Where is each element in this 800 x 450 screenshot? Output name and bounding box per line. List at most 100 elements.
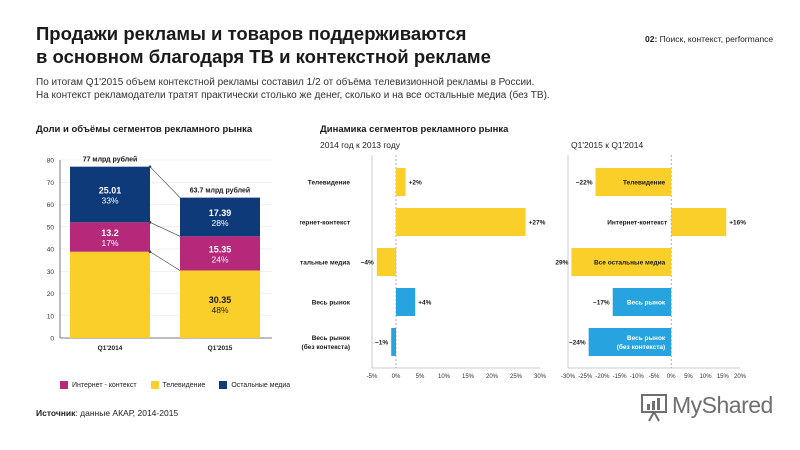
bar-pct-label-1-1: 24% [211,254,228,264]
bar-segment-1-2 [180,197,260,237]
legend-label-tv: Телевидение [162,381,206,389]
x-tick-label-7: 30% [534,374,547,380]
bar-segment-0-2 [70,166,150,223]
y-tick-label-4: 40 [47,247,55,254]
category-label-4-1: (без контекста) [617,343,665,351]
left-block-title: Доли и объёмы сегментов рекламного рынка [36,124,253,135]
x-category-label-1: Q1'2015 [208,345,233,352]
hbar-chart-2014: Телевидение +2% Интернет-контекст +27% Остал… [300,155,547,380]
value-label-4: −1% [375,340,388,347]
bar-pct-label-0-2: 33% [101,195,118,205]
hbar-3 [612,288,672,316]
legend-swatch-other [219,381,228,389]
legend-label-internet: Интернет - контекст [72,381,137,389]
presentation-icon [641,394,667,422]
y-tick-label-6: 60 [47,202,55,209]
hbar-chart-q1-2015: Телевидение −22% Интернет-контекст +16% Все … [555,155,747,380]
value-label-3: −17% [593,300,610,307]
watermark: MyShared [640,390,775,440]
y-tick-label-5: 50 [47,224,55,231]
x-tick-label-0: -30% [561,374,576,380]
page-title: Продажи рекламы и товаров поддерживаются… [36,22,576,68]
bar-value-label-1-2: 17.39 [209,208,232,218]
bar-pct-label-0-1: 17% [101,238,118,248]
panel-1-label: 2014 год к 2013 году [320,140,401,150]
x-tick-label-6: 0% [667,374,676,380]
category-label-0-0: Телевидение [623,180,666,187]
x-tick-label-4: 15% [462,374,475,380]
value-label-1: +27% [529,220,546,227]
legend-item-tv: Телевидение [150,381,206,389]
connector-line-1 [149,222,181,237]
y-tick-label-1: 10 [47,313,55,320]
chart-legend: Интернет - контекст Телевидение Остальны… [60,381,290,389]
connector-dot-2 [148,165,152,168]
category-label-4-0: Весь рынок [312,335,351,342]
hbar-2 [571,248,672,276]
subtitle: По итогам Q1'2015 объем контекстной рекл… [36,76,626,102]
legend-label-other: Остальные медиа [231,381,291,389]
title-line-2: в основном благодаря ТВ и контекстной ре… [36,46,491,67]
x-tick-label-3: 10% [438,374,451,380]
y-tick-label-3: 30 [47,269,55,276]
hbar-0 [396,168,406,196]
connector-line-0 [149,251,181,271]
value-label-0: +2% [409,180,422,187]
panel-2-label: Q1'2015 к Q1'2014 [571,140,644,150]
watermark-text: MyShared [672,392,773,418]
x-tick-label-2: -20% [595,374,610,380]
hbar-1 [396,208,526,236]
x-tick-label-1: -25% [578,374,593,380]
connector-line-2 [149,166,181,198]
hbar-1 [671,208,727,236]
value-label-0: −22% [576,180,593,187]
x-category-label-0: Q1'2014 [98,345,123,352]
value-label-4: −24% [569,340,586,347]
source-note: Источник: данные АКАР, 2014-2015 [36,408,178,418]
category-label-1-0: Интернет-контекст [300,220,350,227]
x-tick-label-5: -5% [649,374,660,380]
category-label-3-0: Весь рынок [312,300,351,307]
category-label-4-0: Весь рынок [627,335,666,342]
hbar-4 [391,328,396,356]
subtitle-line-2: На контекст рекламодатели тратят практич… [36,90,550,101]
bar-segment-1-1 [180,236,260,271]
legend-item-internet: Интернет - контекст [60,381,137,389]
category-label-0-0: Телевидение [308,180,351,187]
x-tick-label-9: 15% [717,374,730,380]
x-tick-label-4: -10% [630,374,645,380]
x-tick-label-0: -5% [367,374,378,380]
bar-segment-0-0 [70,251,150,338]
category-label-2-0: Остальные медиа [300,260,350,267]
source-label: Источник [36,408,76,418]
bar-total-label-1: 63.7 млрд рублей [190,187,250,195]
y-tick-label-2: 20 [47,291,55,298]
x-tick-label-3: -15% [613,374,628,380]
category-label-1-0: Интернет-контекст [607,220,667,227]
value-label-3: +4% [418,300,431,307]
connector-dot-1 [148,221,152,224]
hbar-3 [396,288,416,316]
section-text: Поиск, контекст, performance [657,34,774,44]
y-tick-label-0: 0 [50,336,54,343]
bar-pct-label-1-2: 28% [211,218,228,228]
source-text: : данные АКАР, 2014-2015 [75,408,179,418]
connector-dot-0 [148,250,152,253]
value-label-2: −4% [361,260,374,267]
bar-total-label-0: 77 млрд рублей [83,156,138,164]
legend-swatch-tv [150,381,159,389]
x-tick-label-10: 20% [734,374,747,380]
x-tick-label-5: 20% [486,374,499,380]
x-tick-label-7: 5% [684,374,693,380]
bar-value-label-1-1: 15.35 [209,244,232,254]
bar-value-label-1-0: 30.35 [209,295,232,305]
hbar-2 [376,248,396,276]
legend-item-other: Остальные медиа [219,381,290,389]
hbar-4 [588,328,672,356]
x-tick-label-2: 5% [416,374,425,380]
hbar-0 [595,168,672,196]
bar-value-label-0-1: 13.2 [101,228,119,238]
legend-swatch-internet [60,381,68,389]
category-label-2-0: Все остальные медиа [594,260,666,267]
